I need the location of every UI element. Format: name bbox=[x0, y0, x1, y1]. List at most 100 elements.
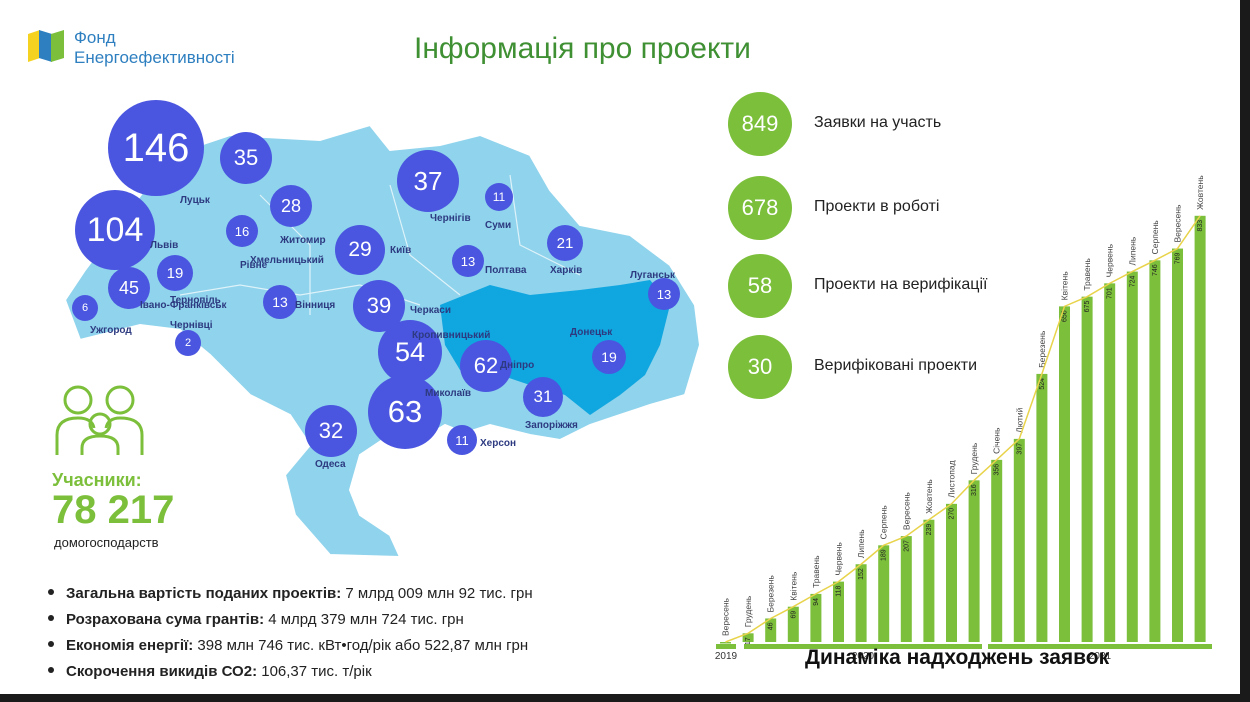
region-bubble: 146 bbox=[108, 100, 204, 196]
city-label: Донецьк bbox=[570, 327, 613, 338]
chart-bar bbox=[1172, 248, 1183, 642]
kpi-label: Заявки на участь bbox=[814, 114, 942, 131]
logo-mark-icon bbox=[28, 30, 64, 62]
bar-category-label: Березень bbox=[1037, 330, 1047, 368]
region-bubble: 35 bbox=[220, 132, 272, 184]
kpi-label: Проекти на верифікації bbox=[814, 276, 988, 293]
stat-value: 4 млрд 379 млн 724 тис. грн bbox=[264, 611, 464, 628]
bar-category-label: Березень bbox=[766, 575, 776, 613]
bar-category-label: Квітень bbox=[1060, 271, 1070, 301]
stat-label: Загальна вартість поданих проектів: bbox=[66, 585, 342, 602]
city-label: Львів bbox=[150, 240, 179, 251]
city-label: Миколаїв bbox=[425, 388, 472, 399]
trend-line bbox=[725, 215, 1201, 643]
chart-bar bbox=[810, 593, 822, 642]
bar-category-label: Січень bbox=[992, 427, 1002, 454]
city-label: Полтава bbox=[485, 265, 527, 276]
region-bubble: 28 bbox=[270, 185, 312, 227]
city-label: Івано-Франківськ bbox=[140, 300, 227, 311]
stat-value: 7 млрд 009 млн 92 тис. грн bbox=[341, 585, 533, 602]
chart-bar bbox=[855, 564, 867, 642]
logo-line-2: Енергоефективності bbox=[74, 48, 235, 67]
city-label: Кропивницький bbox=[412, 330, 491, 341]
city-label: Луганськ bbox=[630, 270, 676, 281]
chart-bar bbox=[787, 606, 799, 642]
city-label: Херсон bbox=[480, 438, 517, 449]
region-bubble: 13 bbox=[263, 285, 297, 319]
bar-category-label: Жовтень bbox=[1195, 175, 1205, 210]
bar-category-label: Жовтень bbox=[924, 479, 934, 514]
bar-category-label: Грудень bbox=[743, 595, 753, 627]
bar-value-label: 769 bbox=[1175, 252, 1182, 264]
logo: Фонд Енергоефективності bbox=[26, 26, 286, 70]
bar-category-label: Квітень bbox=[788, 571, 798, 601]
stat-co2: Скорочення викидів СО2: 106,37 тис. т/рі… bbox=[40, 660, 680, 686]
chart-bar bbox=[991, 459, 1003, 642]
city-label: Харків bbox=[550, 265, 583, 276]
region-bubble: 29 bbox=[335, 225, 385, 275]
stat-label: Розрахована сума грантів: bbox=[66, 611, 265, 628]
chart-bar bbox=[833, 581, 844, 642]
logo-text: Фонд Енергоефективності bbox=[74, 28, 235, 68]
chart-bar bbox=[900, 536, 912, 642]
bullet-icon bbox=[48, 641, 54, 647]
city-label: Ужгород bbox=[90, 325, 132, 336]
bar-value-label: 724 bbox=[1129, 275, 1136, 287]
year-band bbox=[988, 644, 1212, 649]
city-label: Рівне bbox=[240, 260, 268, 271]
chart-bar bbox=[720, 642, 731, 644]
region-bubble: 13 bbox=[648, 278, 680, 310]
chart-bar bbox=[946, 503, 957, 642]
kpi-verified: 30 Верифіковані проекти bbox=[728, 335, 1068, 401]
region-bubble: 19 bbox=[157, 255, 193, 291]
year-label: 2019 bbox=[715, 651, 738, 662]
region-bubble: 63 bbox=[368, 375, 442, 449]
stat-label: Скорочення викидів СО2: bbox=[66, 663, 258, 680]
bar-category-label: Травень bbox=[811, 555, 821, 588]
participants-label: Учасники: bbox=[52, 470, 142, 490]
chart-bar bbox=[878, 545, 890, 642]
city-label: Київ bbox=[390, 245, 412, 256]
bar-category-label: Вересень bbox=[721, 597, 731, 636]
bar-category-label: Червень bbox=[1105, 243, 1115, 277]
bar-category-label: Травень bbox=[1082, 258, 1092, 291]
region-bubble: 6 bbox=[72, 295, 98, 321]
bar-value-label: 94 bbox=[813, 598, 820, 606]
city-label: Черкаси bbox=[410, 305, 451, 316]
kpi-circle: 58 bbox=[728, 254, 792, 318]
bar-value-label: 46 bbox=[768, 622, 775, 630]
bar-value-label: 746 bbox=[1152, 264, 1159, 276]
chart-bar bbox=[1081, 296, 1093, 642]
chart-bar bbox=[1059, 306, 1070, 642]
kpi-circle: 30 bbox=[728, 335, 792, 399]
city-label: Чернігів bbox=[430, 213, 471, 224]
participants-value: 78 217 bbox=[52, 488, 175, 532]
chart-bar bbox=[1104, 283, 1116, 642]
stat-label: Економія енергії: bbox=[66, 637, 194, 654]
year-label: 2020 bbox=[852, 651, 875, 662]
family-icon bbox=[55, 385, 144, 455]
city-label: Хмельницький bbox=[250, 255, 324, 266]
region-bubble: 45 bbox=[108, 267, 150, 309]
region-bubble: 11 bbox=[447, 425, 477, 455]
chart-bar bbox=[1149, 260, 1161, 642]
region-bubble: 54 bbox=[378, 320, 442, 384]
year-band bbox=[744, 644, 982, 649]
chart-bar bbox=[968, 480, 980, 642]
bar-value-label: 833 bbox=[1197, 220, 1204, 232]
region-bubble: 2 bbox=[175, 330, 201, 356]
bar-category-label: Серпень bbox=[879, 505, 889, 540]
region-bubble: 11 bbox=[485, 183, 513, 211]
bar-value-label: 118 bbox=[836, 586, 843, 597]
page-title: Інформація про проекти bbox=[414, 32, 751, 65]
bar-category-label: Лютий bbox=[1014, 407, 1024, 432]
city-label: Житомир bbox=[280, 235, 326, 246]
chart-bar bbox=[1013, 438, 1025, 642]
bar-value-label: 524 bbox=[1039, 378, 1046, 390]
stat-value: 106,37 тис. т/рік bbox=[257, 663, 372, 680]
stat-grant-sum: Розрахована сума грантів: 4 млрд 379 млн… bbox=[40, 608, 680, 634]
city-label: Вінниця bbox=[295, 300, 336, 311]
chart-bar bbox=[742, 633, 754, 642]
kpi-circle: 849 bbox=[728, 92, 792, 156]
